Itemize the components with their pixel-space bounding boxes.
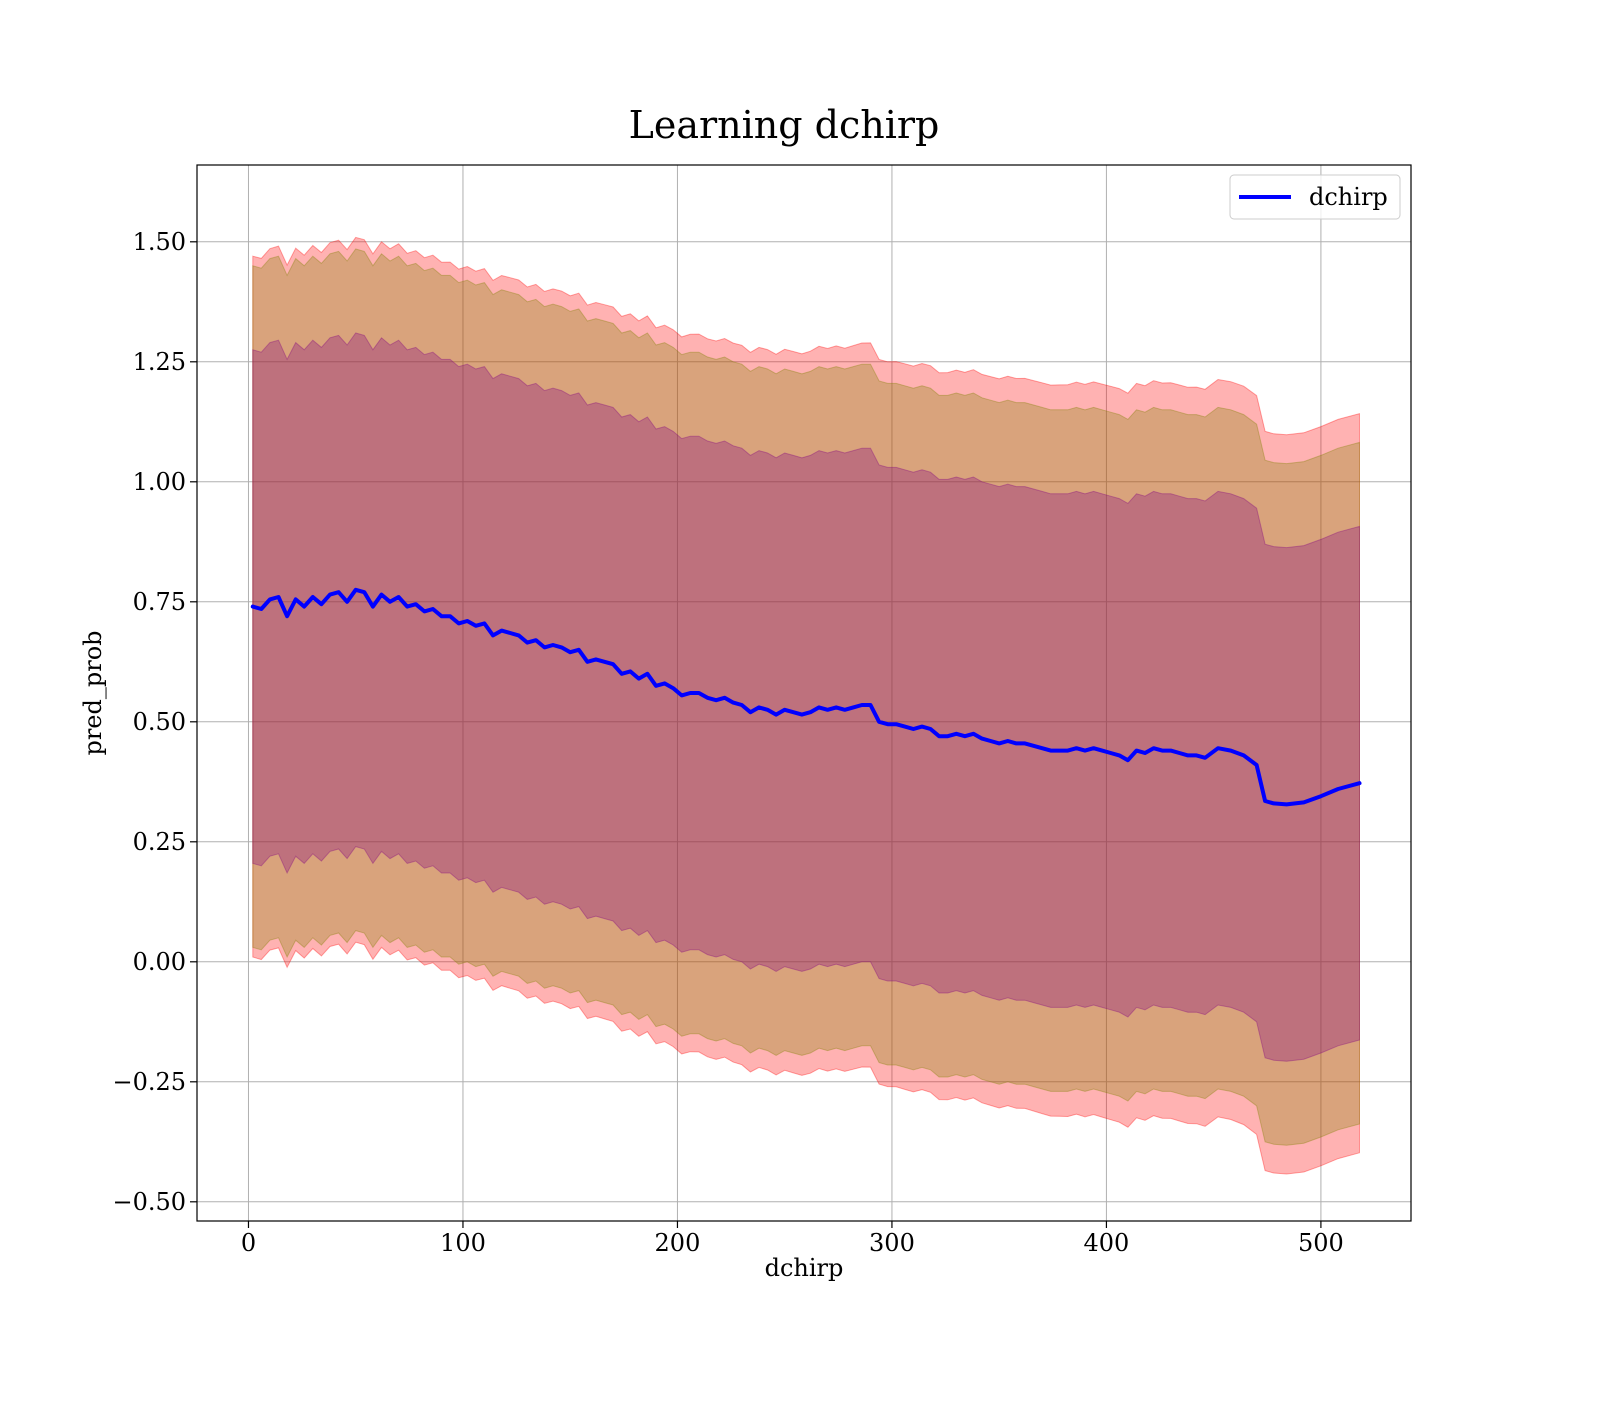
confidence-band-2 (252, 248, 1360, 1146)
plot-frame (196, 164, 1412, 1222)
y-axis-ticks: −0.50 −0.25 0.00 0.25 0.50 0.75 1.00 1.25 1.50 (112, 228, 197, 1216)
x-axis-ticks: 0 100 200 300 400 500 (241, 1221, 1344, 1257)
grid (197, 165, 1411, 1221)
y-tick-label: 0.50 (133, 708, 186, 736)
y-tick-label: −0.50 (112, 1188, 186, 1216)
x-tick-label: 200 (655, 1229, 701, 1257)
legend-label: dchirp (1309, 183, 1388, 211)
x-axis-label: dchirp (765, 1254, 844, 1282)
confidence-bands (252, 236, 1360, 1175)
x-tick-label: 0 (241, 1229, 256, 1257)
legend: dchirp (1229, 174, 1401, 220)
y-tick-label: 1.50 (133, 228, 186, 256)
legend-box (1229, 174, 1401, 220)
confidence-band-1 (252, 236, 1360, 1175)
series-lines (250, 587, 1362, 807)
y-tick-label: −0.25 (112, 1068, 186, 1096)
series-line-dchirp (250, 587, 1362, 807)
x-tick-label: 300 (869, 1229, 915, 1257)
chart-title: Learning dchirp (629, 103, 940, 147)
y-axis-label: pred_prob (79, 630, 107, 755)
x-tick-label: 500 (1298, 1229, 1344, 1257)
confidence-band-3 (252, 332, 1360, 1062)
y-tick-label: 1.00 (133, 468, 186, 496)
x-tick-label: 100 (440, 1229, 486, 1257)
y-tick-label: 0.00 (133, 948, 186, 976)
y-tick-label: 0.25 (133, 828, 186, 856)
y-tick-label: 0.75 (133, 588, 186, 616)
x-tick-label: 400 (1084, 1229, 1130, 1257)
y-tick-label: 1.25 (133, 348, 186, 376)
